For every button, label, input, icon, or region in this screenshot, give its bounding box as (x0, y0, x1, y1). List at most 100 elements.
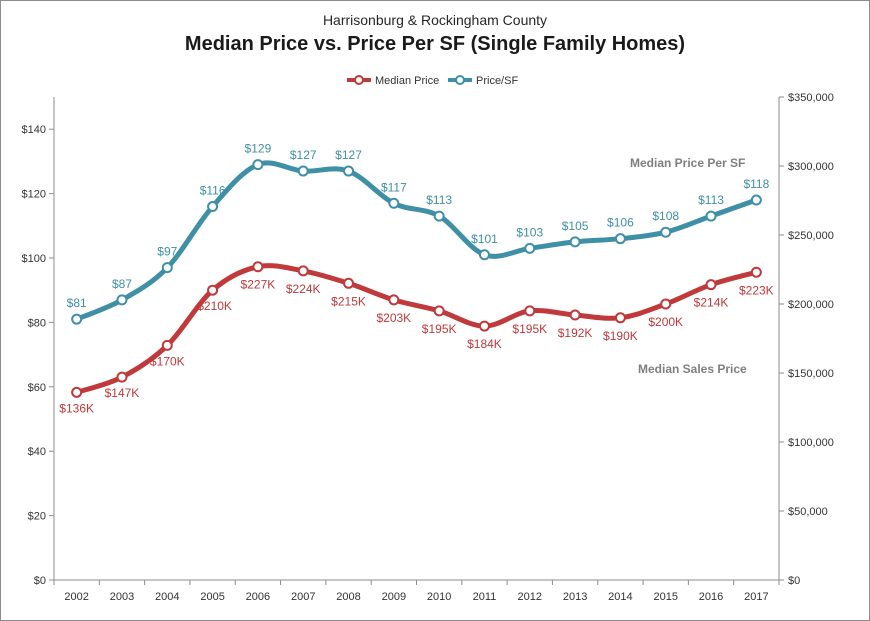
legend-price-per-sf-label: Price/SF (476, 75, 518, 87)
price-per-sf-point (297, 165, 309, 177)
median-price-point (524, 305, 536, 317)
price-per-sf-data-label: $127 (335, 148, 362, 162)
price-per-sf-data-label: $108 (652, 209, 679, 223)
right-axis-tick-label: $250,000 (788, 230, 834, 242)
price-per-sf-point (705, 210, 717, 222)
price-per-sf-data-label: $113 (426, 193, 452, 207)
price-per-sf-point (750, 194, 762, 206)
median-price-point (161, 339, 173, 351)
median-price-data-label: $224K (286, 282, 321, 296)
price-per-sf-point (614, 233, 626, 245)
right-axis-tick-label: $50,000 (788, 506, 828, 518)
right-axis-tick-label: $200,000 (788, 299, 834, 311)
median-price-point (478, 320, 490, 332)
x-axis-tick-label: 2004 (155, 591, 179, 603)
legend-median-price-label: Median Price (375, 75, 439, 87)
median-price-point (569, 309, 581, 321)
price-per-sf-data-label: $105 (562, 219, 589, 233)
x-axis-tick-label: 2011 (473, 591, 497, 603)
price-per-sf-line (74, 160, 759, 322)
price-per-sf-data-label: $127 (290, 148, 317, 162)
median-price-data-label: $136K (59, 401, 94, 415)
left-axis-tick-label: $140 (22, 124, 46, 136)
annotation-median-price-per-sf: Median Price Per SF (630, 156, 745, 170)
right-axis-tick-label: $0 (788, 575, 800, 587)
x-axis-tick-label: 2003 (110, 591, 134, 603)
x-axis-tick-label: 2015 (653, 591, 677, 603)
price-per-sf-data-label: $129 (245, 142, 272, 156)
median-price-point (343, 277, 355, 289)
price-per-sf-data-label: $116 (200, 183, 226, 197)
price-per-sf-point (388, 197, 400, 209)
chart-subtitle: Harrisonburg & Rockingham County (322, 12, 548, 28)
price-per-sf-data-label: $113 (698, 193, 724, 207)
median-price-point (116, 371, 128, 383)
median-price-data-label: $170K (150, 354, 185, 368)
right-axis-tick-label: $300,000 (788, 161, 834, 173)
price-per-sf-point (161, 262, 173, 274)
right-axis-tick-label: $350,000 (788, 92, 834, 104)
median-price-data-label: $215K (331, 294, 366, 308)
x-axis-tick-label: 2008 (336, 591, 360, 603)
price-per-sf-data-label: $118 (743, 177, 769, 191)
x-axis-tick-label: 2012 (518, 591, 542, 603)
x-axis-tick-label: 2009 (382, 591, 406, 603)
median-price-data-label: $192K (558, 326, 593, 340)
price-per-sf-data-label: $101 (471, 232, 498, 246)
median-price-data-label: $195K (512, 322, 547, 336)
x-axis-tick-label: 2007 (291, 591, 315, 603)
left-axis-tick-label: $0 (34, 575, 46, 587)
price-per-sf-data-label: $81 (67, 296, 87, 310)
price-per-sf-data-label: $87 (112, 277, 132, 291)
median-price-data-label: $223K (739, 283, 774, 297)
median-price-line (74, 263, 759, 395)
median-price-point (252, 261, 264, 273)
median-price-point (614, 312, 626, 324)
median-price-data-label: $195K (422, 322, 457, 336)
median-price-point (660, 298, 672, 310)
legend-median-price-marker (354, 75, 364, 85)
price-per-sf-data-label: $106 (607, 216, 634, 230)
annotation-median-sales-price: Median Sales Price (638, 362, 747, 376)
x-axis-tick-label: 2010 (427, 591, 451, 603)
chart-title: Median Price vs. Price Per SF (Single Fa… (184, 33, 686, 55)
x-axis-tick-label: 2002 (64, 591, 88, 603)
left-axis-tick-label: $40 (28, 446, 46, 458)
x-axis-tick-label: 2005 (200, 591, 224, 603)
price-per-sf-point (252, 159, 264, 171)
price-per-sf-point (433, 210, 445, 222)
price-per-sf-point (660, 226, 672, 238)
median-price-data-label: $210K (197, 299, 232, 313)
price-per-sf-point (343, 165, 355, 177)
median-price-data-label: $147K (105, 386, 140, 400)
median-price-data-label: $200K (648, 315, 683, 329)
price-per-sf-point (478, 249, 490, 261)
x-axis-tick-label: 2017 (744, 591, 768, 603)
median-price-data-label: $190K (603, 329, 638, 343)
median-price-point (207, 284, 219, 296)
x-axis-tick-label: 2006 (246, 591, 270, 603)
median-price-data-label: $203K (376, 311, 411, 325)
left-axis-tick-label: $20 (28, 511, 46, 523)
price-per-sf-point (116, 294, 128, 306)
median-price-point (433, 305, 445, 317)
median-price-point (388, 294, 400, 306)
left-axis-tick-label: $120 (22, 189, 46, 201)
price-per-sf-point (524, 242, 536, 254)
median-price-point (750, 266, 762, 278)
x-axis-tick-label: 2013 (563, 591, 587, 603)
price-per-sf-data-label: $103 (516, 225, 543, 239)
median-price-data-label: $184K (467, 337, 502, 351)
right-axis-tick-label: $150,000 (788, 368, 834, 380)
median-price-data-label: $214K (694, 296, 729, 310)
median-price-point (705, 279, 717, 291)
price-per-sf-point (569, 236, 581, 248)
legend-price-per-sf-marker (455, 75, 465, 85)
left-axis-tick-label: $80 (28, 317, 46, 329)
right-axis-tick-label: $100,000 (788, 437, 834, 449)
price-per-sf-data-label: $97 (157, 245, 177, 259)
x-axis-tick-label: 2016 (699, 591, 723, 603)
price-per-sf-point (207, 200, 219, 212)
left-axis-tick-label: $60 (28, 382, 46, 394)
